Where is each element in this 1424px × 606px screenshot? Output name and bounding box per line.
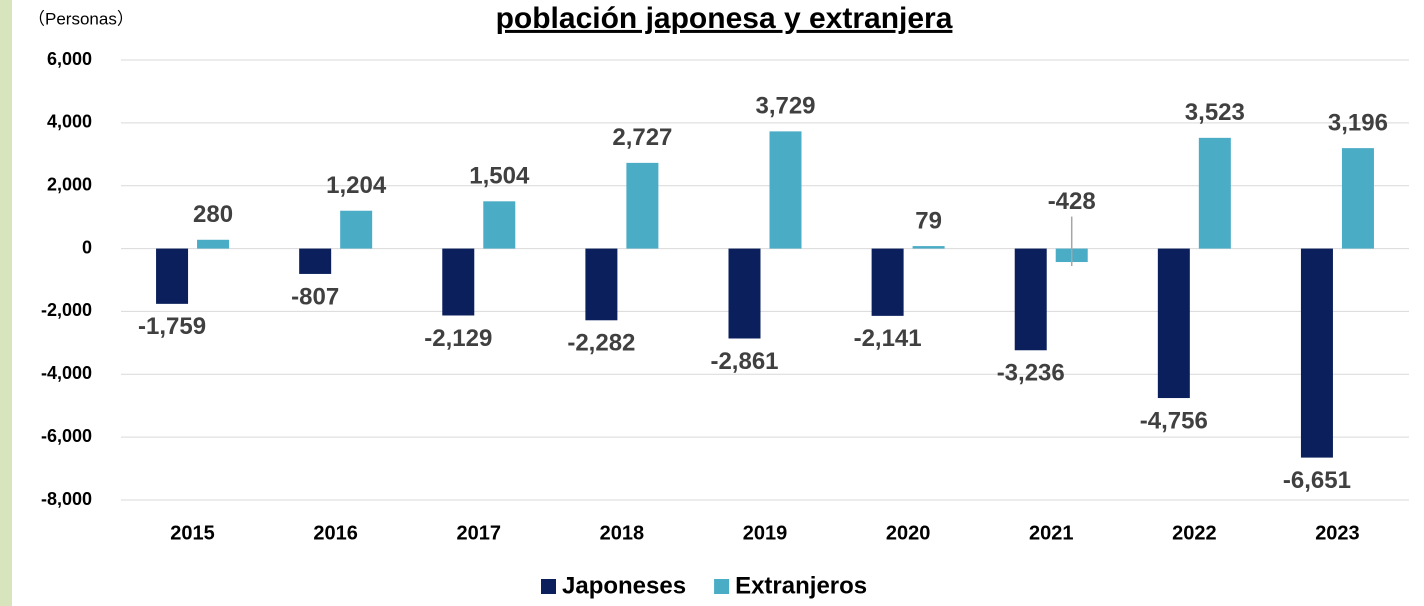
data-label: -2,129 [424,325,492,352]
bar [912,246,945,249]
data-label: 3,196 [1328,109,1388,136]
data-label: 2,727 [612,124,672,151]
data-label: -2,141 [854,325,922,352]
data-label: 1,504 [469,163,530,190]
x-tick-label: 2017 [457,522,502,544]
bar [197,239,230,249]
y-tick-label: -2,000 [41,300,92,320]
chart-title: población japonesa y extranjera [496,2,953,35]
bar [769,131,802,249]
x-tick-label: 2021 [1029,522,1074,544]
legend-label: Japoneses [562,572,686,599]
y-tick-label: -4,000 [41,363,92,383]
legend-swatch [541,579,556,594]
data-label: -1,759 [138,313,206,340]
side-strip [0,0,12,606]
y-tick-label: -8,000 [41,489,92,509]
bar [728,248,761,339]
data-label: -428 [1048,188,1096,215]
bar [483,201,516,249]
legend-label: Extranjeros [735,572,867,599]
data-label: 79 [915,207,942,234]
data-label: -807 [291,283,339,310]
y-tick-label: 6,000 [47,49,92,69]
data-label: 280 [193,201,233,228]
bar [156,248,189,304]
data-label: -3,236 [997,360,1065,387]
y-tick-label: -6,000 [41,426,92,446]
data-label: 3,523 [1185,99,1245,126]
data-label: -4,756 [1140,407,1208,434]
bar [585,248,618,321]
x-tick-label: 2022 [1172,522,1217,544]
bar [1157,248,1190,399]
data-label: 3,729 [755,93,815,120]
bar [442,248,475,316]
bar [626,162,659,249]
x-tick-label: 2016 [313,522,358,544]
y-tick-label: 4,000 [47,112,92,132]
legend-swatch [714,579,730,594]
y-axis-label: （Personas） [28,9,134,28]
bar [1300,248,1333,458]
x-tick-label: 2019 [743,522,788,544]
data-label: -6,651 [1283,467,1351,494]
data-label: 1,204 [326,172,387,199]
x-tick-label: 2018 [600,522,645,544]
bar [1341,148,1374,249]
x-tick-label: 2015 [170,522,215,544]
data-label: -2,282 [567,330,635,357]
bar [299,248,332,274]
bar [1198,137,1231,249]
x-tick-label: 2023 [1315,522,1360,544]
bar [340,210,373,249]
y-tick-label: 2,000 [47,174,92,194]
bar [1014,248,1047,351]
bar [871,248,904,316]
y-tick-label: 0 [82,237,92,257]
data-label: -2,861 [710,348,778,375]
x-tick-label: 2020 [886,522,931,544]
